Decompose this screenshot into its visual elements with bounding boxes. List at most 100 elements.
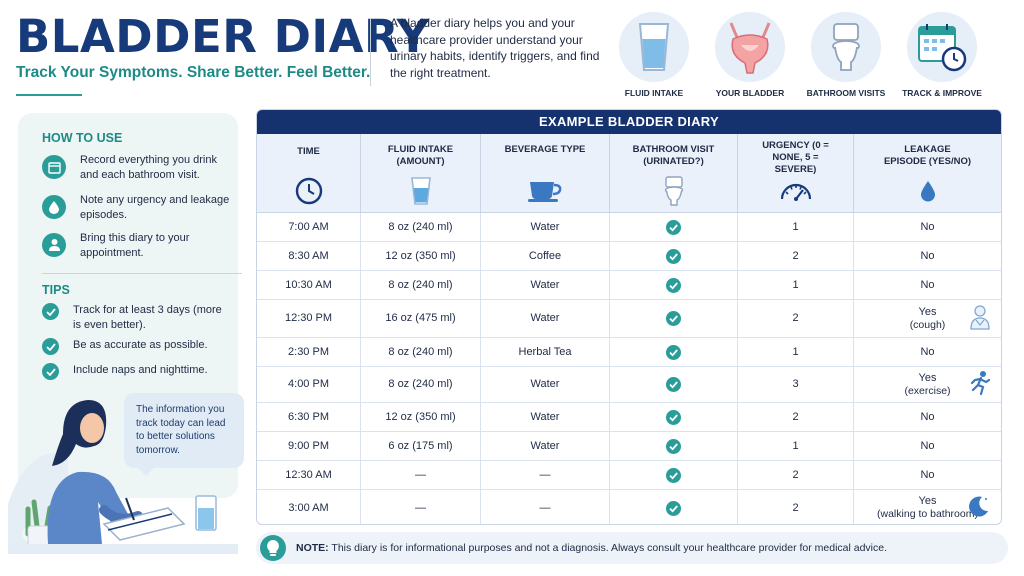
tip-text: Track for at least 3 days (more is even … bbox=[73, 304, 222, 331]
cell-time: 3:00 AM bbox=[257, 490, 361, 524]
cell-beverage: Water bbox=[481, 432, 610, 460]
check-icon bbox=[42, 338, 59, 355]
drop-icon bbox=[42, 195, 66, 219]
check-icon bbox=[666, 311, 681, 326]
leakage-answer: No bbox=[920, 345, 935, 358]
lightbulb-icon bbox=[260, 535, 286, 561]
note-body: This diary is for informational purposes… bbox=[331, 542, 888, 554]
cell-time: 12:30 PM bbox=[257, 300, 361, 337]
toilet-icon bbox=[664, 176, 683, 206]
cough-icon bbox=[969, 304, 991, 334]
table-row: 8:30 AM 12 oz (350 ml) Coffee 2 No bbox=[257, 242, 1001, 271]
cell-leakage: Yes (walking to bathroom) bbox=[854, 490, 1001, 524]
cell-amount: 6 oz (175 ml) bbox=[361, 432, 481, 460]
toilet-icon bbox=[832, 23, 860, 71]
sidebar-divider bbox=[42, 273, 242, 274]
top-icon-bladder: YOUR BLADDER bbox=[710, 12, 790, 98]
leakage-value: Yes (cough) bbox=[910, 306, 946, 332]
cell-urgency: 2 bbox=[738, 403, 854, 431]
cell-beverage: Coffee bbox=[481, 242, 610, 270]
tip-text: Be as accurate as possible. bbox=[73, 339, 208, 351]
cell-time: 9:00 PM bbox=[257, 432, 361, 460]
leakage-cause: (exercise) bbox=[904, 384, 951, 397]
intro-text: A bladder diary helps you and your healt… bbox=[390, 16, 600, 80]
cell-time: 6:30 PM bbox=[257, 403, 361, 431]
how-to-use-item: Record everything you drink and each bat… bbox=[42, 153, 230, 182]
cell-bathroom-visit bbox=[610, 403, 738, 431]
cell-amount: 16 oz (475 ml) bbox=[361, 300, 481, 337]
cell-time: 8:30 AM bbox=[257, 242, 361, 270]
check-icon bbox=[666, 377, 681, 392]
note-text: NOTE: This diary is for informational pu… bbox=[296, 542, 887, 554]
gauge-icon bbox=[780, 183, 811, 201]
cell-urgency: 1 bbox=[738, 338, 854, 366]
top-icon-bathroom-visits: BATHROOM VISITS bbox=[806, 12, 886, 98]
cell-leakage: No bbox=[854, 271, 1001, 299]
top-icon-track-improve: TRACK & IMPROVE bbox=[902, 12, 982, 98]
cell-leakage: No bbox=[854, 242, 1001, 270]
check-icon bbox=[42, 303, 59, 320]
moon-icon bbox=[967, 494, 991, 522]
cell-leakage: No bbox=[854, 338, 1001, 366]
column-header-label: URGENCY (0 = NONE, 5 = SEVERE) bbox=[762, 140, 829, 175]
encouragement-bubble: The information you track today can lead… bbox=[124, 393, 244, 476]
table-row: 7:00 AM 8 oz (240 ml) Water 1 No bbox=[257, 213, 1001, 242]
leakage-value: No bbox=[920, 469, 934, 482]
cell-amount: 8 oz (240 ml) bbox=[361, 213, 481, 241]
leakage-answer: Yes bbox=[918, 305, 937, 318]
leakage-answer: Yes bbox=[918, 371, 937, 384]
table-row: 10:30 AM 8 oz (240 ml) Water 1 No bbox=[257, 271, 1001, 300]
header-divider bbox=[370, 18, 371, 86]
leakage-answer: No bbox=[920, 439, 935, 452]
check-icon bbox=[666, 438, 681, 454]
water-glass-icon bbox=[638, 23, 670, 71]
column-header-fluid-intake: FLUID INTAKE (AMOUNT) bbox=[361, 134, 481, 212]
leakage-value: No bbox=[920, 250, 934, 263]
clock-icon bbox=[295, 177, 322, 205]
title-underline bbox=[16, 94, 82, 96]
cell-bathroom-visit bbox=[610, 300, 738, 337]
cell-urgency: 2 bbox=[738, 300, 854, 337]
leakage-value: No bbox=[920, 440, 934, 453]
cell-urgency: 1 bbox=[738, 213, 854, 241]
cell-amount: — bbox=[361, 490, 481, 524]
leakage-value: Yes (exercise) bbox=[904, 372, 950, 398]
cell-urgency: 2 bbox=[738, 490, 854, 524]
doctor-icon bbox=[42, 233, 66, 257]
leakage-value: Yes (walking to bathroom) bbox=[877, 495, 978, 521]
how-to-use-text: Record everything you drink and each bat… bbox=[80, 154, 217, 181]
disclaimer-note: NOTE: This diary is for informational pu… bbox=[256, 532, 1008, 564]
tips-heading: TIPS bbox=[42, 283, 70, 297]
leakage-answer: No bbox=[920, 249, 935, 262]
cell-bathroom-visit bbox=[610, 338, 738, 366]
top-icon-label: TRACK & IMPROVE bbox=[902, 88, 982, 98]
table-row: 4:00 PM 8 oz (240 ml) Water 3 Yes (exercise) bbox=[257, 367, 1001, 403]
cell-leakage: No bbox=[854, 432, 1001, 460]
cell-bathroom-visit bbox=[610, 432, 738, 460]
how-to-use-item: Note any urgency and leakage episodes. bbox=[42, 193, 230, 222]
check-icon bbox=[42, 363, 59, 380]
cell-bathroom-visit bbox=[610, 242, 738, 270]
woman-writing-illustration bbox=[8, 400, 238, 554]
leakage-value: No bbox=[920, 221, 934, 234]
table-title: EXAMPLE BLADDER DIARY bbox=[257, 110, 1001, 134]
table-row: 3:00 AM — —2 Yes (walking to bathroom) bbox=[257, 490, 1001, 524]
cell-urgency: 1 bbox=[738, 271, 854, 299]
column-header-label: BATHROOM VISIT (URINATED?) bbox=[632, 144, 715, 167]
glass-icon bbox=[410, 177, 431, 205]
how-to-use-item: Bring this diary to your appointment. bbox=[42, 231, 230, 260]
cell-amount: 8 oz (240 ml) bbox=[361, 367, 481, 402]
leakage-cause: (walking to bathroom) bbox=[877, 508, 978, 520]
cell-beverage: — bbox=[481, 461, 610, 489]
column-header-time: TIME bbox=[257, 134, 361, 212]
tip-item: Track for at least 3 days (more is even … bbox=[42, 303, 223, 332]
tip-text: Include naps and nighttime. bbox=[73, 364, 208, 376]
cell-time: 10:30 AM bbox=[257, 271, 361, 299]
cell-bathroom-visit bbox=[610, 367, 738, 402]
column-header-label: BEVERAGE TYPE bbox=[504, 144, 586, 155]
cell-beverage: Water bbox=[481, 403, 610, 431]
cup-icon bbox=[528, 182, 562, 202]
cell-amount: 8 oz (240 ml) bbox=[361, 271, 481, 299]
cell-urgency: 2 bbox=[738, 242, 854, 270]
top-icon-label: YOUR BLADDER bbox=[715, 88, 785, 98]
